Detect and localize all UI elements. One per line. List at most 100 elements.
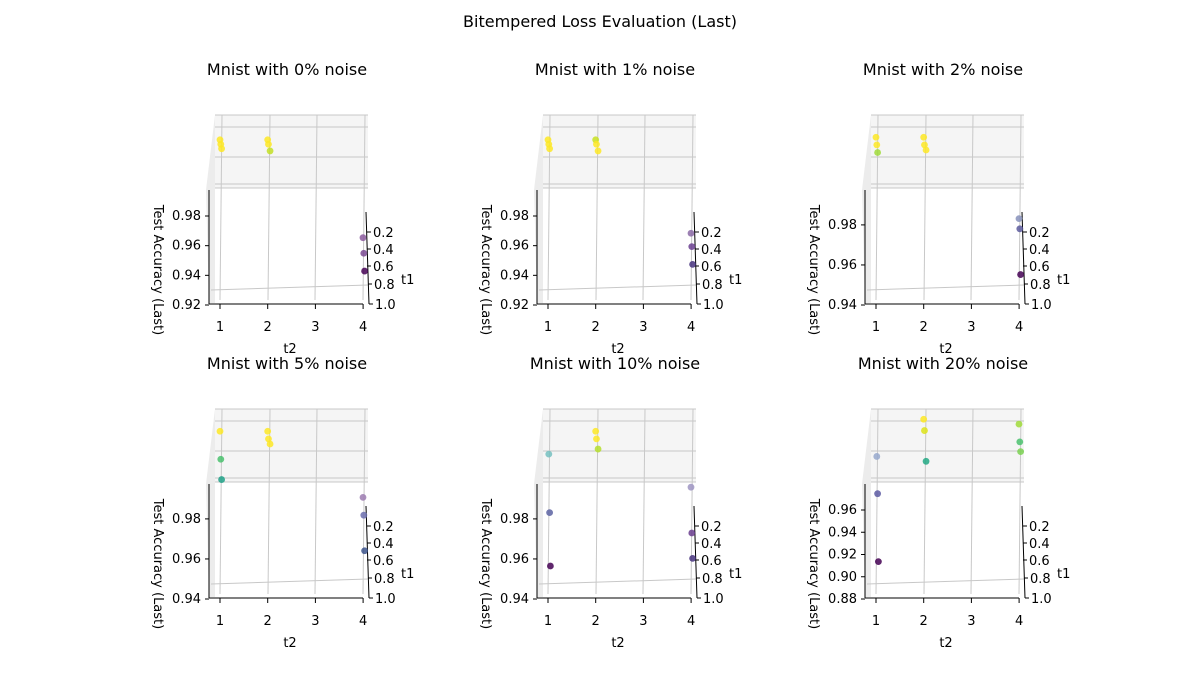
- grid-line: [970, 114, 974, 301]
- y-axis-line: [693, 211, 698, 305]
- data-point: [689, 555, 696, 562]
- subplot-title: Mnist with 1% noise: [534, 60, 696, 79]
- grid-line: [210, 578, 369, 585]
- y-tick-label: 1.0: [1031, 298, 1052, 313]
- y-axis-label: t1: [729, 273, 742, 288]
- data-point: [266, 147, 274, 155]
- z-tick-label: 0.92: [500, 298, 529, 313]
- y-tick-label: 0.6: [701, 260, 722, 275]
- z-tick-label: 0.98: [828, 218, 857, 233]
- plot-area: 1 2 3 4 t2 0.2 0.4 0.6 0.8 1.0 t1 0.94 0.96 0.98 Test …: [806, 114, 1070, 357]
- data-point: [593, 435, 600, 443]
- plot-area: 1 2 3 4 t2 0.2 0.4 0.6 0.8 1.0 t1 0.94 0.96 0.98 Test …: [150, 408, 414, 651]
- x-tick-label: 4: [359, 614, 367, 629]
- z-tick-label: 0.90: [828, 570, 857, 585]
- data-point: [359, 493, 367, 501]
- x-tick-label: 3: [639, 614, 647, 629]
- z-tick-label: 0.92: [172, 298, 201, 313]
- data-point: [922, 146, 930, 154]
- z-tick-label: 0.96: [500, 239, 529, 254]
- y-tick-label: 0.4: [373, 537, 394, 552]
- y-axis-label: t1: [1057, 567, 1070, 582]
- y-tick-label: 1.0: [375, 298, 396, 313]
- z-tick-label: 0.96: [172, 552, 201, 567]
- y-tick-label: 0.4: [701, 537, 722, 552]
- x-tick-label: 4: [1015, 614, 1023, 629]
- data-point: [546, 509, 553, 517]
- grid-line: [970, 408, 974, 595]
- x-tick-label: 3: [639, 320, 647, 335]
- z-tick-label: 0.94: [500, 592, 529, 607]
- y-axis-line: [365, 211, 370, 305]
- data-point: [264, 427, 272, 435]
- z-tick-label: 0.96: [172, 239, 201, 254]
- subplot-20pct: Mnist with 20% noise 1 2 3 4 t2 0.2 0.4 0.6 0.8 1…: [779, 354, 1107, 651]
- data-point: [687, 229, 695, 237]
- y-tick-label: 0.6: [373, 554, 394, 569]
- data-point: [217, 455, 225, 463]
- subplot-10pct: Mnist with 10% noise 1 2 3 4 t2 0.2 0.4 0.6 0.8 1…: [451, 354, 779, 651]
- y-tick-label: 0.2: [373, 520, 394, 535]
- x-tick-label: 1: [216, 614, 224, 629]
- z-tick-label: 0.98: [172, 209, 201, 224]
- plot-area: 1 2 3 4 t2 0.2 0.4 0.6 0.8 1.0 t1 0.88 0.90 0.92 0.94 0…: [806, 408, 1070, 651]
- x-axis-label: t2: [611, 636, 624, 651]
- y-axis-line: [693, 505, 698, 599]
- grid-line: [210, 284, 369, 291]
- x-tick-label: 2: [592, 614, 600, 629]
- x-tick-label: 2: [592, 320, 600, 335]
- plot-area: 1 2 3 4 t2 0.2 0.4 0.6 0.8 1.0 t1 0.94 0.96 0.98 Test …: [478, 408, 742, 651]
- grid-line: [866, 284, 1025, 291]
- data-point: [593, 140, 600, 148]
- x-tick-label: 2: [920, 320, 928, 335]
- grid-line: [547, 408, 551, 595]
- data-point: [874, 490, 881, 498]
- y-tick-label: 0.2: [1029, 226, 1050, 241]
- y-tick-label: 0.6: [701, 554, 722, 569]
- z-tick-label: 0.94: [172, 592, 201, 607]
- data-point: [1016, 225, 1024, 233]
- data-point: [688, 529, 696, 537]
- z-tick-label: 0.98: [500, 512, 529, 527]
- z-axis-label: Test Accuracy (Last): [478, 204, 493, 335]
- subplot-plot: 1 2 3 4 t2 0.2 0.4 0.6 0.8 1.0 t1 0.94 0.96 0.98 Test …: [150, 408, 414, 651]
- grid-line: [362, 408, 366, 595]
- x-tick-label: 2: [264, 320, 272, 335]
- y-tick-label: 0.6: [373, 260, 394, 275]
- z-axis-label: Test Accuracy (Last): [806, 498, 821, 629]
- y-tick-label: 0.8: [1030, 572, 1051, 587]
- data-point: [1015, 420, 1023, 428]
- subplot-title: Mnist with 20% noise: [857, 354, 1029, 373]
- y-tick-label: 0.4: [1029, 243, 1050, 258]
- grid-line: [642, 408, 646, 595]
- subplot-title: Mnist with 5% noise: [206, 354, 368, 373]
- subplot-0pct: Mnist with 0% noise 1 2 3 4 t2 0.2 0.4 0.6 0.8 1.…: [123, 60, 451, 357]
- data-point: [547, 562, 554, 570]
- data-point: [361, 547, 368, 555]
- subplot-plot: 1 2 3 4 t2 0.2 0.4 0.6 0.8 1.0 t1 0.88 0.90 0.92 0.94 0…: [806, 408, 1070, 651]
- x-tick-label: 3: [967, 614, 975, 629]
- y-tick-label: 0.4: [1029, 537, 1050, 552]
- subplot-1pct: Mnist with 1% noise 1 2 3 4 t2 0.2 0.4 0.6 0.8 1.…: [451, 60, 779, 357]
- data-point: [360, 511, 368, 519]
- data-point: [218, 476, 225, 483]
- data-point: [594, 445, 602, 453]
- plot-area: 1 2 3 4 t2 0.2 0.4 0.6 0.8 1.0 t1 0.92 0.94 0.96 0.98 T…: [478, 114, 742, 357]
- x-tick-label: 1: [544, 614, 552, 629]
- subplot-title: Mnist with 0% noise: [206, 60, 368, 79]
- data-point: [1017, 448, 1024, 455]
- z-tick-label: 0.96: [828, 258, 857, 273]
- side-pane: [206, 409, 215, 597]
- z-axis-label: Test Accuracy (Last): [806, 204, 821, 335]
- y-tick-label: 0.8: [1030, 278, 1051, 293]
- x-axis-label: t2: [611, 342, 624, 357]
- z-tick-label: 0.88: [828, 592, 857, 607]
- z-axis-label: Test Accuracy (Last): [150, 498, 165, 629]
- y-tick-label: 1.0: [703, 298, 724, 313]
- x-tick-label: 3: [311, 320, 319, 335]
- y-axis-label: t1: [401, 273, 414, 288]
- grid-line: [538, 284, 697, 291]
- data-point: [216, 427, 224, 435]
- plot-area: 1 2 3 4 t2 0.2 0.4 0.6 0.8 1.0 t1 0.92 0.94 0.96 0.98 T…: [150, 114, 414, 357]
- y-axis-label: t1: [729, 567, 742, 582]
